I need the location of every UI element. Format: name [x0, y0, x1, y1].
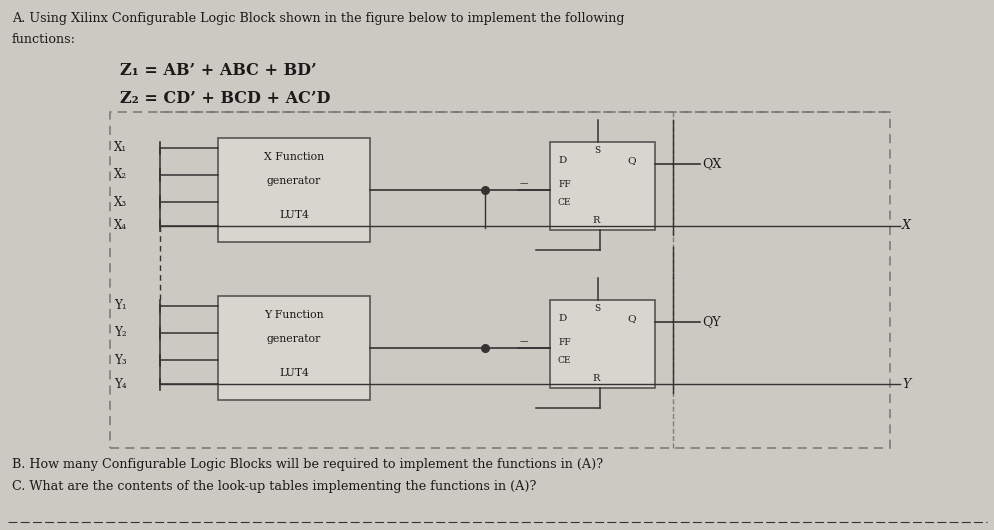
Text: —: —	[520, 179, 528, 188]
Text: R: R	[591, 374, 598, 383]
Text: X₁: X₁	[114, 142, 127, 155]
Bar	[550, 142, 654, 230]
Text: LUT4: LUT4	[278, 210, 308, 220]
Bar	[550, 300, 654, 388]
Text: QY: QY	[702, 315, 720, 329]
Text: CE: CE	[558, 356, 571, 365]
Text: X₂: X₂	[114, 169, 127, 181]
Text: X₃: X₃	[114, 196, 127, 208]
Text: R: R	[591, 216, 598, 225]
Text: S: S	[593, 146, 600, 155]
Text: generator: generator	[266, 334, 321, 344]
Text: FF: FF	[558, 180, 571, 189]
Text: Q: Q	[626, 314, 635, 323]
Text: S: S	[593, 304, 600, 313]
Text: FF: FF	[558, 338, 571, 347]
Text: X: X	[902, 219, 910, 233]
Text: Y₂: Y₂	[114, 326, 126, 340]
Text: Q: Q	[626, 156, 635, 165]
Text: D: D	[558, 314, 566, 323]
Bar	[218, 138, 370, 242]
Text: X Function: X Function	[263, 152, 324, 162]
Text: Z₁ = AB’ + ABC + BD’: Z₁ = AB’ + ABC + BD’	[120, 62, 316, 79]
Text: Y₃: Y₃	[114, 354, 126, 367]
Text: Z₂ = CD’ + BCD + AC’D: Z₂ = CD’ + BCD + AC’D	[120, 90, 330, 107]
Text: X₄: X₄	[114, 219, 127, 233]
Text: generator: generator	[266, 176, 321, 186]
Text: —: —	[520, 337, 528, 346]
Text: LUT4: LUT4	[278, 368, 308, 378]
Text: Y₄: Y₄	[114, 377, 126, 391]
Text: CE: CE	[558, 198, 571, 207]
Text: B. How many Configurable Logic Blocks will be required to implement the function: B. How many Configurable Logic Blocks wi…	[12, 458, 602, 471]
Text: D: D	[558, 156, 566, 165]
Text: QX: QX	[702, 157, 721, 171]
Text: Y Function: Y Function	[264, 310, 323, 320]
Text: functions:: functions:	[12, 33, 76, 46]
Text: A. Using Xilinx Configurable Logic Block shown in the figure below to implement : A. Using Xilinx Configurable Logic Block…	[12, 12, 624, 25]
Text: Y₁: Y₁	[114, 299, 126, 313]
Bar	[218, 296, 370, 400]
Text: C. What are the contents of the look-up tables implementing the functions in (A): C. What are the contents of the look-up …	[12, 480, 536, 493]
Text: Y: Y	[902, 377, 910, 391]
